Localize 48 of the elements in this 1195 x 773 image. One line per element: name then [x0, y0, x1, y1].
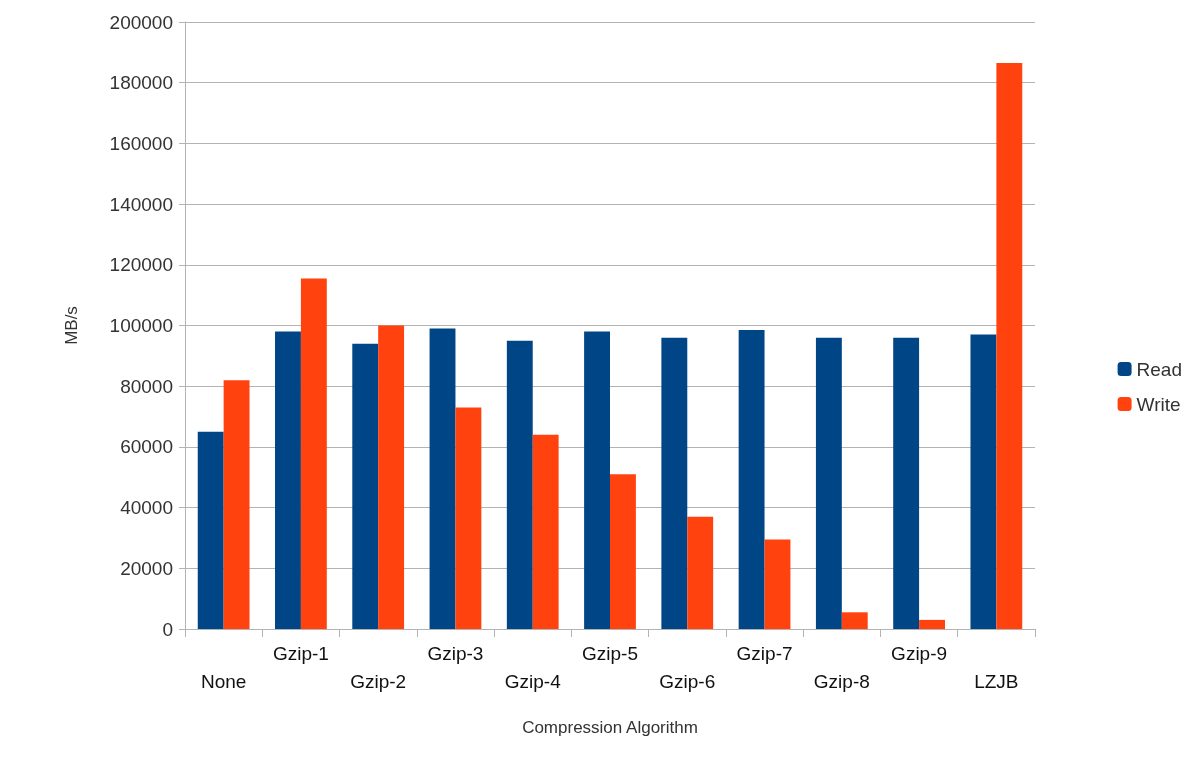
y-axis-title: MB/s	[62, 306, 81, 345]
bar	[378, 325, 405, 629]
bar	[455, 407, 482, 629]
bar	[532, 434, 559, 629]
x-tick-label: Gzip-1	[272, 642, 329, 664]
bar	[661, 337, 688, 629]
y-tick-label: 0	[162, 618, 173, 640]
bar	[197, 431, 224, 629]
x-tick-label: Gzip-2	[350, 670, 407, 692]
bar	[738, 330, 765, 629]
y-tick-label: 180000	[109, 72, 173, 94]
x-tick-label: Gzip-3	[427, 642, 484, 664]
x-tick-label: Gzip-8	[813, 670, 870, 692]
bar	[300, 278, 327, 629]
y-tick-label: 120000	[109, 254, 173, 276]
bar	[764, 539, 791, 629]
y-tick-label: 80000	[120, 375, 173, 397]
x-tick-label: Gzip-7	[736, 642, 793, 664]
bar	[429, 328, 456, 629]
y-tick-label: 40000	[120, 497, 173, 519]
bar	[996, 62, 1023, 629]
y-tick-label: 160000	[109, 132, 173, 154]
bar	[687, 516, 714, 629]
y-tick-label: 20000	[120, 557, 173, 579]
legend-label: Write	[1136, 393, 1181, 415]
bar	[352, 343, 379, 629]
bar	[584, 331, 610, 629]
bar	[506, 340, 533, 629]
bar	[610, 474, 636, 629]
x-tick-label: LZJB	[974, 670, 1019, 692]
bar	[841, 612, 868, 629]
x-tick-label: None	[200, 670, 247, 692]
bar	[970, 334, 997, 629]
legend-label: Read	[1136, 358, 1182, 380]
x-tick-label: Gzip-6	[659, 670, 716, 692]
x-tick-label: Gzip-5	[582, 642, 638, 664]
x-axis-title: Compression Algorithm	[522, 718, 698, 737]
y-tick-label: 100000	[109, 315, 173, 336]
bar	[223, 380, 250, 629]
y-tick-label: 200000	[109, 11, 173, 33]
bar	[275, 331, 301, 629]
y-tick-label: 60000	[120, 436, 173, 458]
bar	[815, 337, 842, 629]
x-tick-label: Gzip-9	[891, 642, 948, 664]
y-tick-label: 140000	[109, 193, 173, 215]
x-tick-label: Gzip-4	[504, 670, 562, 692]
bar	[919, 619, 945, 629]
bar	[893, 337, 920, 629]
